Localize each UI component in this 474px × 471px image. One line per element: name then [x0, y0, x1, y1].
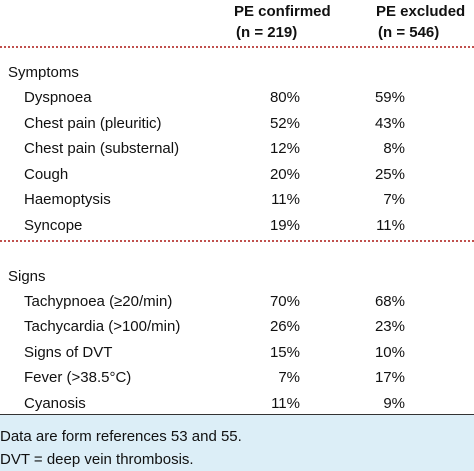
cell-value: 8% [383, 140, 405, 158]
cell-value: 11% [271, 191, 300, 209]
section-title: Signs [8, 267, 46, 285]
section-title: Symptoms [8, 64, 79, 81]
cell-value: 59% [374, 89, 405, 106]
cell-value: 26% [269, 318, 300, 336]
column-header: (n = 546) [378, 24, 440, 41]
row-label: Dyspnoea [24, 89, 92, 106]
cell-value: 15% [269, 343, 300, 361]
column-header: PE confirmed [234, 3, 331, 20]
row-label: Signs of DVT [24, 343, 113, 361]
footnote: Data are form references 53 and 55. [0, 428, 242, 445]
footnote-area [0, 414, 474, 471]
footnote: DVT = deep vein thrombosis. [0, 451, 194, 468]
cell-value: 70% [269, 292, 300, 310]
row-label: Chest pain (pleuritic) [24, 114, 162, 132]
column-header: (n = 219) [236, 24, 298, 41]
cell-value: 12% [269, 140, 300, 158]
cell-value: 80% [269, 89, 300, 106]
row-label: Fever (>38.5°C) [24, 369, 132, 387]
row-label: Syncope [24, 217, 83, 234]
row-label: Chest pain (substernal) [24, 140, 180, 158]
row-label: Tachycardia (>100/min) [24, 318, 181, 336]
cell-value: 11% [376, 217, 405, 234]
column-header: PE excluded [376, 3, 466, 20]
cell-value: 7% [383, 191, 405, 209]
cell-value: 9% [383, 395, 405, 412]
cell-value: 52% [269, 114, 300, 132]
divider [0, 46, 474, 48]
row-label: Tachypnoea (≥20/min) [24, 292, 173, 310]
cell-value: 25% [374, 165, 405, 183]
cell-value: 17% [374, 369, 405, 387]
row-label: Cyanosis [24, 395, 86, 412]
row-label: Cough [24, 165, 69, 183]
cell-value: 68% [374, 292, 405, 310]
cell-value: 19% [269, 217, 300, 234]
cell-value: 23% [374, 318, 405, 336]
cell-value: 11% [271, 395, 300, 412]
cell-value: 7% [278, 369, 300, 387]
cell-value: 10% [374, 343, 405, 361]
cell-value: 20% [269, 165, 300, 183]
divider [0, 240, 474, 242]
cell-value: 43% [374, 114, 405, 132]
row-label: Haemoptysis [24, 191, 111, 209]
